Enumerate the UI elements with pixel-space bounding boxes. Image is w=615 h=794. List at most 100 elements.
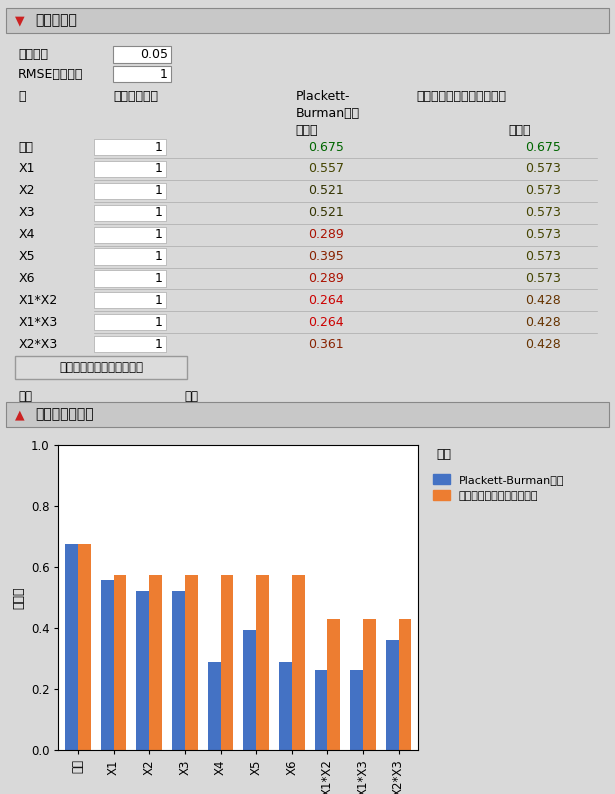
FancyBboxPatch shape [111,399,113,411]
FancyBboxPatch shape [53,399,54,411]
FancyBboxPatch shape [63,399,64,411]
FancyBboxPatch shape [93,183,166,199]
Bar [114,575,127,750]
Text: X5: X5 [18,250,35,263]
FancyBboxPatch shape [134,399,135,411]
FancyBboxPatch shape [140,399,141,411]
FancyBboxPatch shape [67,399,68,411]
FancyBboxPatch shape [46,399,48,411]
FancyBboxPatch shape [66,399,67,411]
FancyBboxPatch shape [47,399,49,411]
FancyBboxPatch shape [150,399,151,411]
Text: 計画: 計画 [436,448,451,461]
Text: 1: 1 [155,316,163,329]
FancyBboxPatch shape [103,399,104,411]
Text: Burman計画: Burman計画 [295,107,360,120]
FancyBboxPatch shape [96,399,97,411]
FancyBboxPatch shape [104,399,105,411]
FancyBboxPatch shape [170,399,171,411]
Bar [350,669,363,750]
FancyBboxPatch shape [117,399,118,411]
FancyBboxPatch shape [15,356,187,379]
FancyBboxPatch shape [80,399,81,411]
FancyBboxPatch shape [64,399,65,411]
FancyBboxPatch shape [77,399,78,411]
FancyBboxPatch shape [68,399,69,411]
Text: 0.428: 0.428 [525,337,561,351]
FancyBboxPatch shape [93,205,166,221]
FancyBboxPatch shape [70,399,71,411]
FancyBboxPatch shape [157,399,159,411]
FancyBboxPatch shape [145,399,146,411]
FancyBboxPatch shape [50,399,51,411]
Bar [149,575,162,750]
Text: 0.573: 0.573 [525,163,561,175]
FancyBboxPatch shape [6,402,609,427]
Text: X1*X2: X1*X2 [18,294,57,306]
FancyBboxPatch shape [89,399,90,411]
Text: X1*X3: X1*X3 [18,316,57,329]
FancyBboxPatch shape [169,399,170,411]
FancyBboxPatch shape [79,399,80,411]
FancyBboxPatch shape [93,161,166,177]
Text: 1: 1 [155,163,163,175]
Bar [185,575,197,750]
FancyBboxPatch shape [100,399,101,411]
FancyBboxPatch shape [113,46,171,64]
FancyBboxPatch shape [121,399,122,411]
FancyBboxPatch shape [105,399,106,411]
FancyBboxPatch shape [93,139,166,155]
FancyBboxPatch shape [124,399,125,411]
FancyBboxPatch shape [147,399,148,411]
FancyBboxPatch shape [93,271,166,287]
FancyBboxPatch shape [49,399,50,411]
FancyBboxPatch shape [122,399,124,411]
Text: 1: 1 [155,206,163,219]
FancyBboxPatch shape [116,399,117,411]
FancyBboxPatch shape [141,399,143,411]
FancyBboxPatch shape [56,399,58,411]
FancyBboxPatch shape [125,399,127,411]
FancyBboxPatch shape [95,399,97,411]
Text: 係数の予想値に基づき変更: 係数の予想値に基づき変更 [60,360,143,374]
Text: 0.573: 0.573 [525,250,561,263]
Text: 1: 1 [155,337,163,351]
Bar [78,544,91,750]
FancyBboxPatch shape [114,399,116,411]
FancyBboxPatch shape [173,399,174,411]
FancyBboxPatch shape [73,399,74,411]
Text: 0.573: 0.573 [525,272,561,285]
FancyBboxPatch shape [172,399,173,411]
Text: 1: 1 [155,294,163,306]
Bar [314,669,327,750]
Text: ▼: ▼ [15,14,25,27]
FancyBboxPatch shape [55,399,57,411]
FancyBboxPatch shape [85,399,87,411]
FancyBboxPatch shape [170,399,172,411]
FancyBboxPatch shape [164,399,165,411]
FancyBboxPatch shape [162,399,164,411]
FancyBboxPatch shape [113,399,114,411]
Bar [279,662,292,750]
Text: 0.573: 0.573 [525,184,561,198]
FancyBboxPatch shape [87,399,89,411]
Text: 検出力: 検出力 [295,124,318,137]
FancyBboxPatch shape [97,399,98,411]
Bar [208,662,221,750]
FancyBboxPatch shape [157,399,158,411]
Text: 検出力: 検出力 [508,124,531,137]
FancyBboxPatch shape [93,226,166,243]
Text: Plackett-: Plackett- [295,90,350,102]
FancyBboxPatch shape [133,399,134,411]
FancyBboxPatch shape [93,336,166,353]
Text: 0.289: 0.289 [308,228,344,241]
FancyBboxPatch shape [135,399,137,411]
FancyBboxPatch shape [143,399,144,411]
FancyBboxPatch shape [163,399,164,411]
FancyBboxPatch shape [93,314,166,330]
FancyBboxPatch shape [71,399,73,411]
FancyBboxPatch shape [149,399,151,411]
FancyBboxPatch shape [167,399,169,411]
FancyBboxPatch shape [129,399,130,411]
FancyBboxPatch shape [151,399,153,411]
